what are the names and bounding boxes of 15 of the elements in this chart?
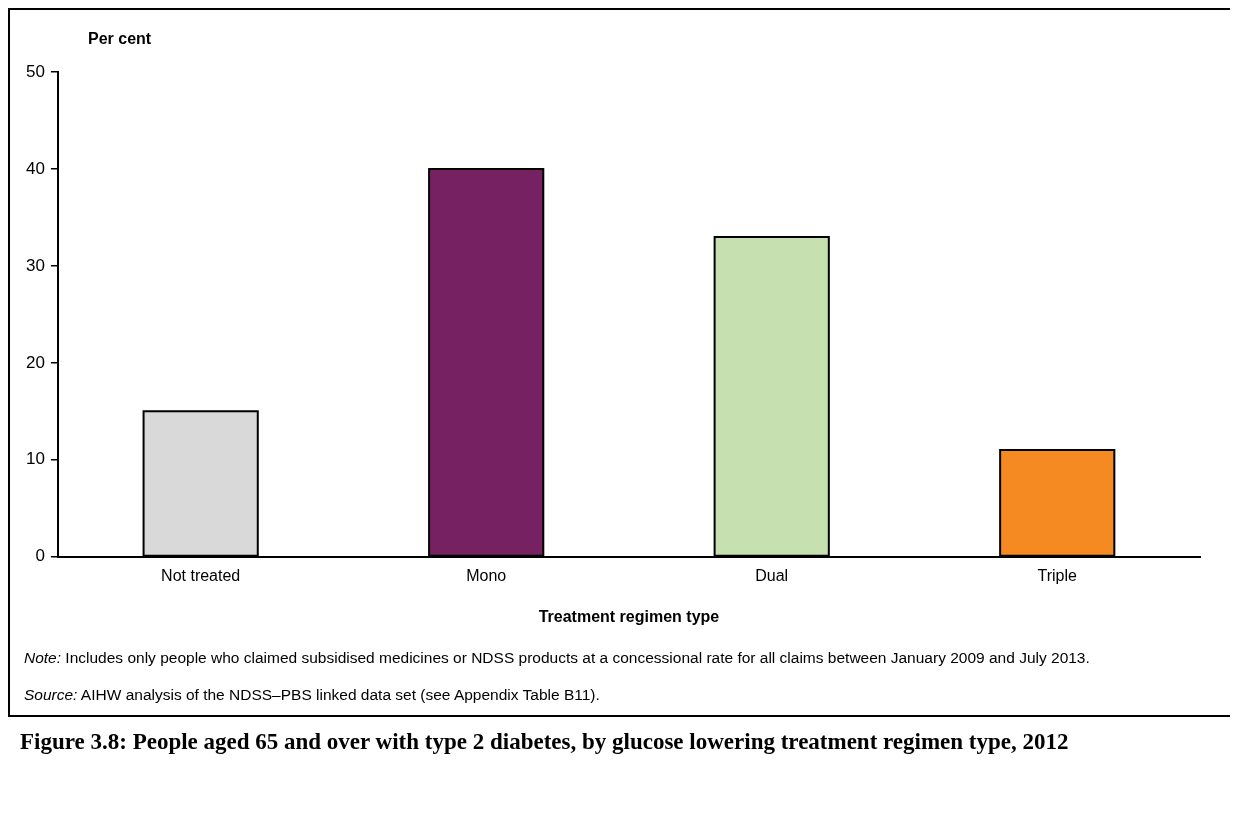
text: Figure 3.8: People aged 65 and over with type 2 diabetes, by glucose lowering treatment regimen type, 2012 bbox=[19, 728, 1070, 756]
y-tick-label: 50 bbox=[25, 61, 45, 81]
y-tick-label: 40 bbox=[25, 158, 45, 178]
text: Note: Includes only people who claimed subsidised medicines or NDSS products at a concessional rate for all claims between January 2009 and July 2013. bbox=[24, 649, 1090, 666]
x-tick-label: Triple bbox=[1037, 566, 1078, 584]
y-tick-label: 20 bbox=[25, 352, 45, 372]
x-tick-label: Not treated bbox=[161, 566, 241, 584]
y-tick-label: 0 bbox=[35, 546, 45, 566]
y-axis-title: Per cent bbox=[87, 29, 153, 49]
x-tick-label: Mono bbox=[466, 566, 507, 584]
source-note: Source: AIHW analysis of the NDSS–PBS linked data set (see Appendix Table B11). bbox=[24, 686, 600, 703]
y-tick-label: 30 bbox=[25, 255, 45, 275]
y-tick-label: 10 bbox=[25, 449, 45, 469]
x-axis-title: Treatment regimen type bbox=[538, 607, 720, 625]
x-tick-label: Dual bbox=[755, 566, 789, 584]
